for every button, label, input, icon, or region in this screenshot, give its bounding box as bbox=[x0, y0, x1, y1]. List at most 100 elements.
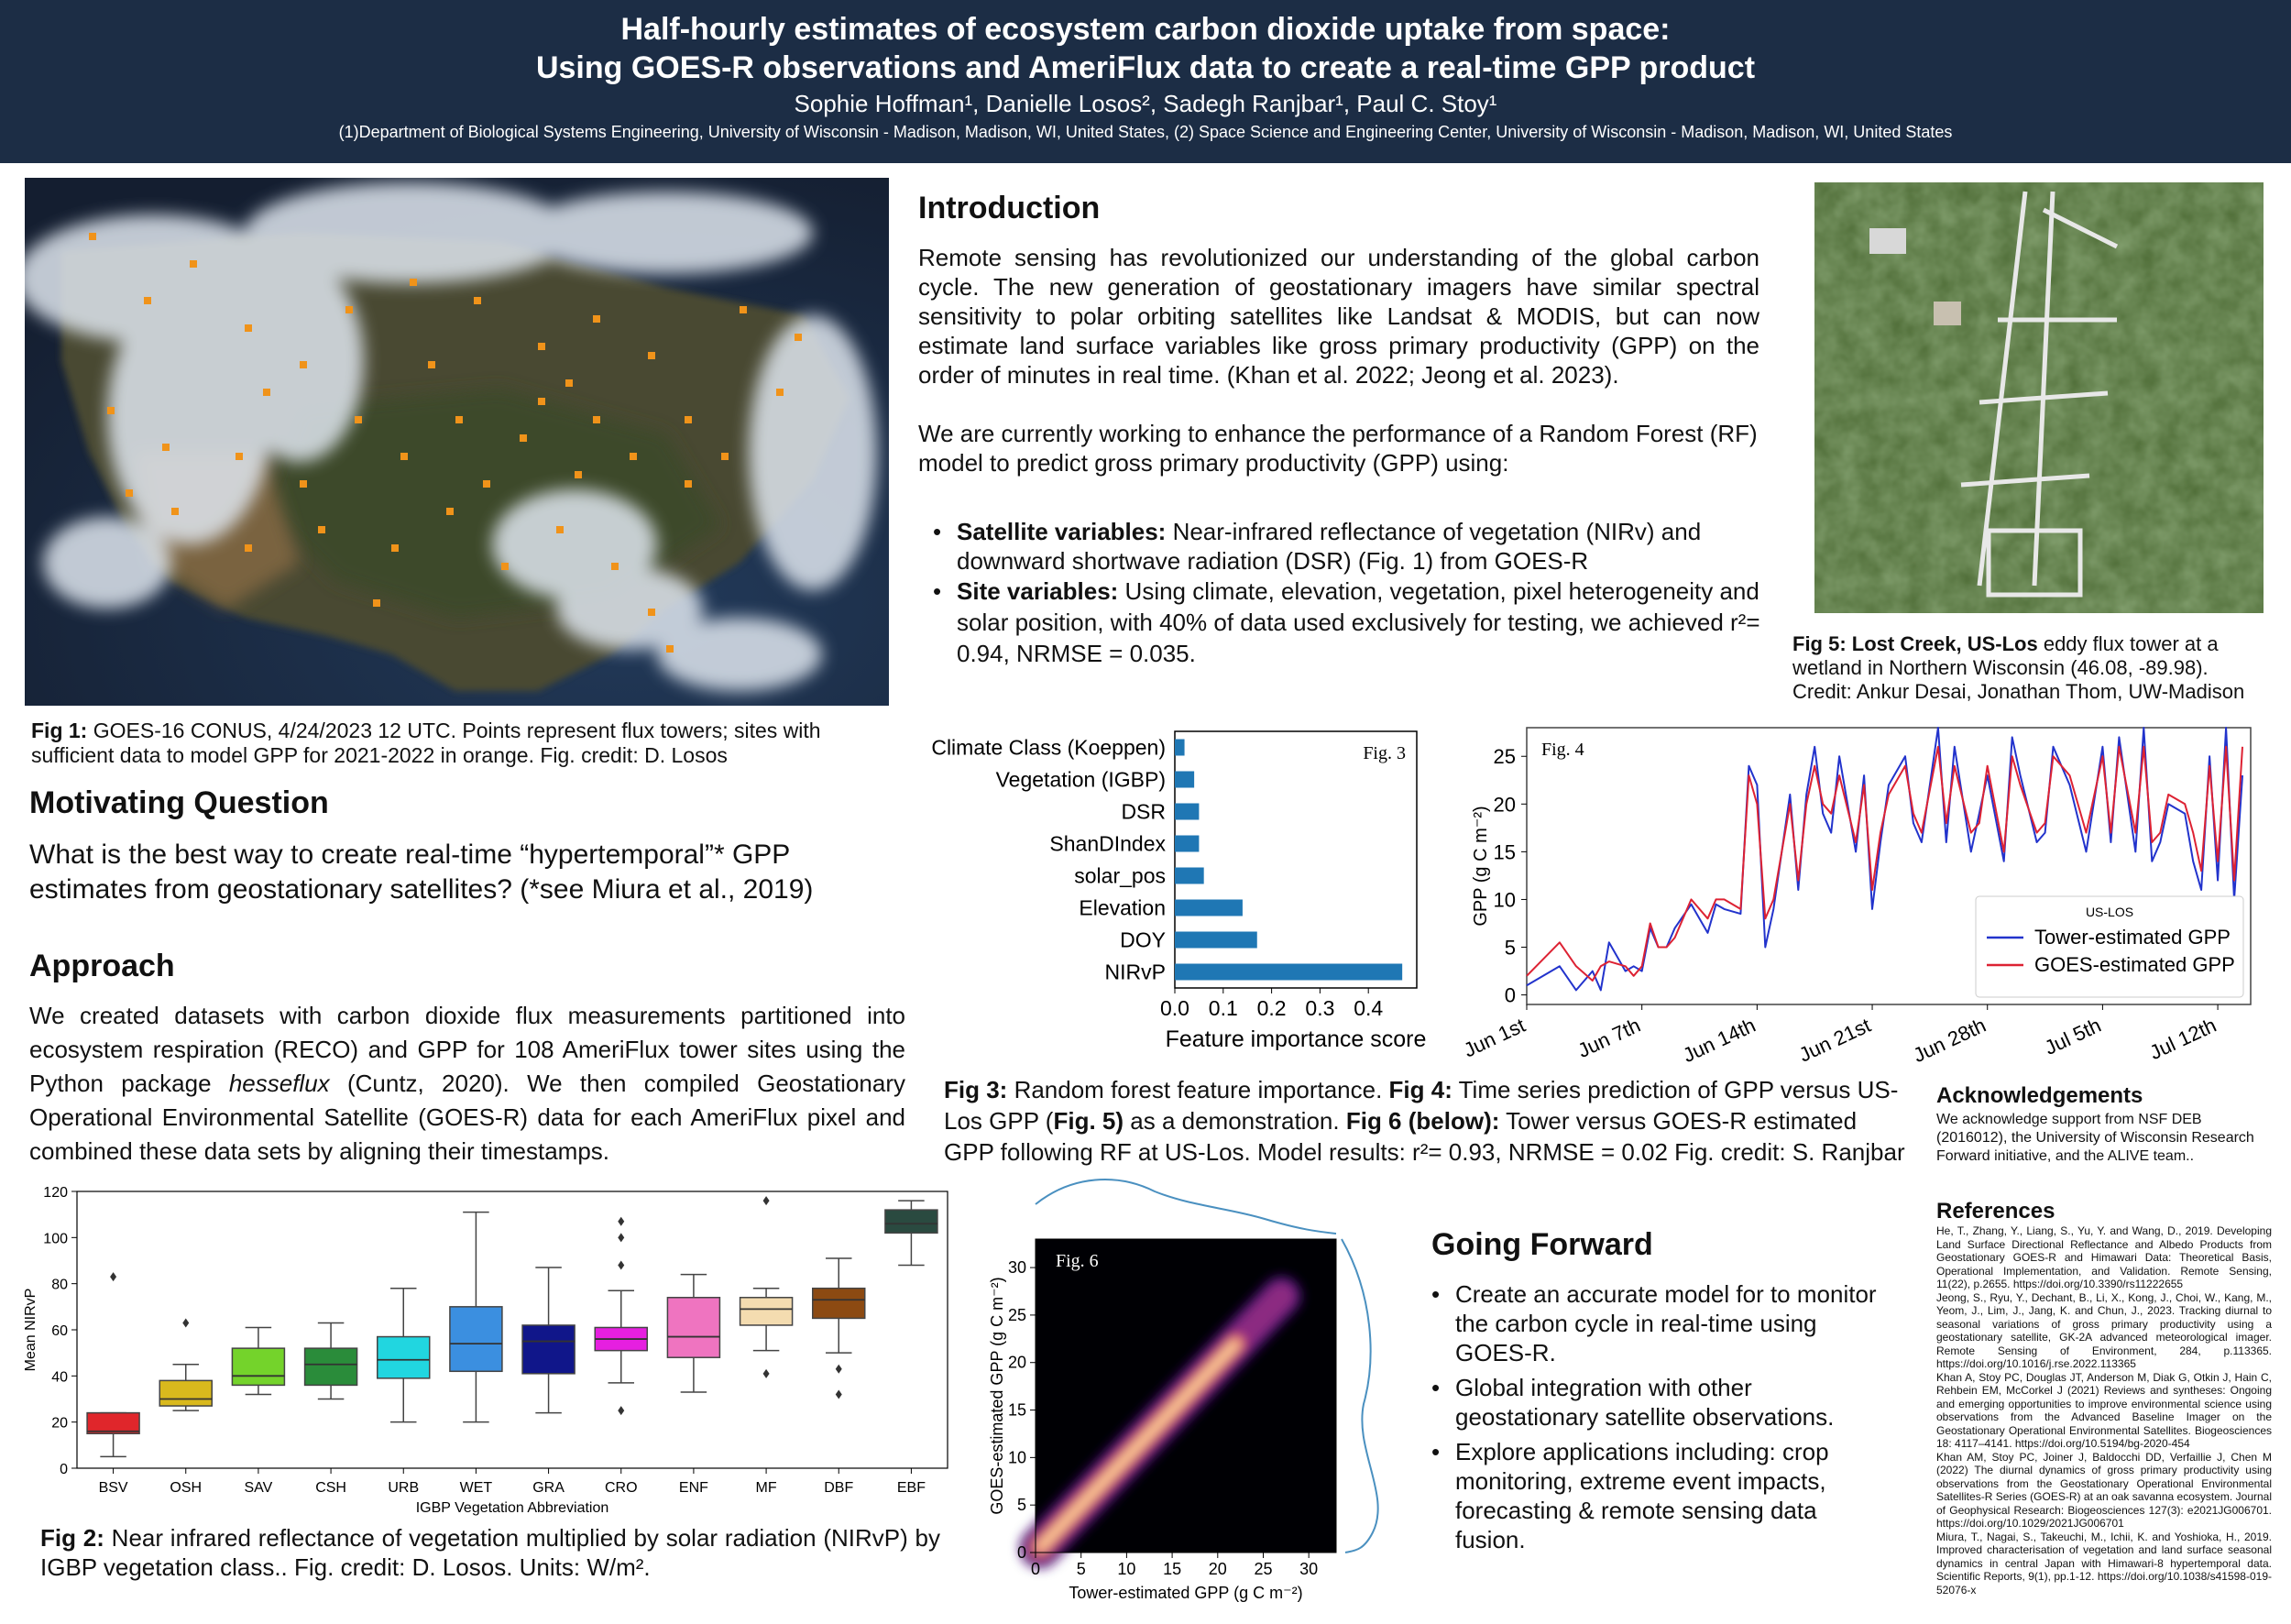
fig4-y-tick-label: 25 bbox=[1494, 745, 1516, 768]
fig2-y-tick-label: 80 bbox=[51, 1278, 68, 1293]
fig2-box bbox=[159, 1379, 213, 1407]
fig6-x-axis-label: Tower-estimated GPP (g C m⁻²) bbox=[1069, 1584, 1302, 1602]
fig4-legend-label: GOES-estimated GPP bbox=[2034, 953, 2235, 976]
bullet1-label: Satellite variables: bbox=[957, 518, 1167, 545]
affiliations: (1)Department of Biological Systems Engi… bbox=[338, 123, 1953, 141]
fig6-x-tick-label: 15 bbox=[1163, 1560, 1181, 1578]
fig3-caption-label: Fig 3: bbox=[944, 1076, 1008, 1103]
fig3-bar bbox=[1175, 867, 1204, 884]
references-heading: References bbox=[1936, 1199, 2055, 1223]
fig2-box bbox=[231, 1347, 286, 1387]
fig2-x-tick-label: DBF bbox=[824, 1480, 853, 1496]
fig3-panel-label: Fig. 3 bbox=[1363, 743, 1406, 763]
fig2-x-tick-label: BSV bbox=[99, 1480, 128, 1496]
fig4-y-tick-label: 10 bbox=[1494, 888, 1516, 911]
approach-heading: Approach bbox=[29, 949, 175, 983]
fig4-plot-frame bbox=[1526, 727, 2252, 1005]
fig3-feature-importance: Fig. 3 Climate Class (Koeppen) Vegetation … bbox=[931, 730, 1426, 1050]
fig6-density bbox=[1019, 1276, 1302, 1568]
fig4-x-tick-label: Jun 1st bbox=[1463, 1014, 1529, 1062]
fig3-x-tick-label: 0.2 bbox=[1257, 996, 1287, 1020]
going-forward-item: Create an accurate model for to monitor … bbox=[1431, 1279, 1890, 1367]
fig2-outlier bbox=[618, 1216, 625, 1226]
fig2-outlier bbox=[110, 1272, 117, 1282]
going-forward-list: Create an accurate model for to monitor … bbox=[1431, 1279, 1890, 1554]
fig3-caption-text: Random forest feature importance. bbox=[1007, 1076, 1389, 1103]
bullet2-label: Site variables: bbox=[957, 577, 1119, 605]
going-forward-item: Global integration with other geostation… bbox=[1431, 1373, 1890, 1432]
fig2-y-tick-label: 20 bbox=[51, 1416, 68, 1432]
fig4-x-tick-label: Jul 12th bbox=[2146, 1014, 2220, 1064]
fig3-bar bbox=[1175, 771, 1195, 788]
references-list: He, T., Zhang, Y., Liang, S., Yu, Y. and… bbox=[1936, 1224, 2272, 1597]
fig2-box bbox=[666, 1297, 721, 1358]
fig4-x-tick-label: Jun 14th bbox=[1679, 1014, 1759, 1067]
fig4-y-tick-label: 0 bbox=[1505, 984, 1516, 1007]
fig2-y-tick-label: 100 bbox=[43, 1231, 68, 1246]
fig1-satellite-image bbox=[25, 178, 889, 706]
fig2-box bbox=[739, 1297, 794, 1326]
fig4-x-tick-label: Jun 21st bbox=[1795, 1014, 1874, 1067]
fig2-box bbox=[884, 1209, 938, 1234]
reference-item: He, T., Zhang, Y., Liang, S., Yu, Y. and… bbox=[1936, 1224, 2272, 1290]
fig6-y-axis-label: GOES-estimated GPP (g C m⁻²) bbox=[990, 1277, 1006, 1514]
fig3-category-label: Vegetation (IGBP) bbox=[996, 768, 1166, 792]
fig5-ref: Fig. 5) bbox=[1053, 1107, 1124, 1135]
acknowledgements-text: We acknowledge support from NSF DEB (201… bbox=[1936, 1112, 2254, 1164]
fig3-x-tick-label: 0.4 bbox=[1354, 996, 1383, 1020]
fig2-outlier bbox=[618, 1233, 625, 1243]
fig3-bar bbox=[1175, 931, 1257, 949]
fig3-category-label: Climate Class (Koeppen) bbox=[931, 736, 1166, 760]
fig6-panel-label: Fig. 6 bbox=[1056, 1251, 1099, 1271]
fig2-x-tick-label: GRA bbox=[532, 1480, 565, 1496]
bullet-satellite-variables: Satellite variables: Near-infrared refle… bbox=[933, 517, 1761, 576]
introduction-heading: Introduction bbox=[918, 191, 1101, 225]
fig2-box bbox=[521, 1324, 575, 1375]
fig2-box bbox=[449, 1306, 503, 1373]
fig5-caption-text: eddy flux tower at a wetland in Northern… bbox=[1792, 632, 2245, 703]
fig6-caption-text: Tower versus GOES-R estimated GPP follow… bbox=[944, 1107, 1905, 1166]
fig2-boxplot: 0 20 40 60 80 100 120 Mean NIRvP BSV OSH SAV CSH URB… bbox=[23, 1185, 948, 1516]
fig6-caption-label: Fig 6 (below): bbox=[1345, 1107, 1500, 1135]
fig2-outlier bbox=[762, 1196, 770, 1206]
fig6-y-tick-label: 5 bbox=[1017, 1496, 1026, 1514]
poster-header: Half-hourly estimates of ecosystem carbo… bbox=[0, 0, 2291, 163]
fig6-y-tick-label: 15 bbox=[1008, 1401, 1026, 1420]
acknowledgements-heading: Acknowledgements bbox=[1936, 1083, 2143, 1108]
fig6-x-tick-label: 25 bbox=[1254, 1560, 1272, 1578]
introduction-para2: We are currently working to enhance the … bbox=[918, 420, 1758, 477]
fig3-bar bbox=[1175, 963, 1403, 981]
fig3-x-tick-label: 0.0 bbox=[1160, 996, 1189, 1020]
fig2-x-tick-label: URB bbox=[388, 1480, 419, 1496]
fig2-y-tick-label: 120 bbox=[43, 1185, 68, 1201]
fig6-y-tick-label: 20 bbox=[1008, 1354, 1026, 1372]
fig2-y-tick-label: 40 bbox=[51, 1369, 68, 1385]
fig5-caption: Fig 5: Lost Creek, US-Los eddy flux towe… bbox=[1792, 632, 2269, 704]
fig3-category-label: NIRvP bbox=[1105, 960, 1166, 984]
reference-item: Khan AM, Stoy PC, Joiner J, Baldocchi DD… bbox=[1936, 1450, 2272, 1531]
fig2-plot-frame bbox=[76, 1191, 948, 1469]
fig2-box bbox=[303, 1347, 358, 1387]
fig2-box bbox=[377, 1335, 431, 1379]
fig3-category-label: Elevation bbox=[1079, 896, 1166, 920]
fig3-plot-frame bbox=[1174, 730, 1418, 989]
approach-package: hesseflux bbox=[228, 1070, 330, 1097]
fig3-category-label: DOY bbox=[1120, 928, 1166, 952]
fig6-y-tick-label: 0 bbox=[1017, 1543, 1026, 1562]
bullet-site-variables: Site variables: Using climate, elevation… bbox=[933, 576, 1761, 669]
fig6-right-marginal bbox=[1341, 1238, 1379, 1553]
fig2-x-tick-label: EBF bbox=[897, 1480, 926, 1496]
fig2-box bbox=[86, 1411, 140, 1435]
poster-title-line2: Using GOES-R observations and AmeriFlux … bbox=[535, 50, 1756, 85]
going-forward-heading: Going Forward bbox=[1431, 1227, 1653, 1262]
fig6-y-tick-label: 10 bbox=[1008, 1448, 1026, 1466]
fig6-x-tick-label: 30 bbox=[1299, 1560, 1318, 1578]
fig4-y-axis-label: GPP (g C m⁻²) bbox=[1471, 806, 1491, 926]
fig1-caption: Fig 1: GOES-16 CONUS, 4/24/2023 12 UTC. … bbox=[31, 719, 883, 768]
fig3-category-label: DSR bbox=[1121, 800, 1166, 824]
fig2-box bbox=[812, 1287, 866, 1320]
fig2-x-tick-label: SAV bbox=[245, 1480, 273, 1496]
fig2-y-tick-label: 60 bbox=[51, 1323, 68, 1339]
fig1-caption-label: Fig 1: bbox=[31, 719, 88, 742]
fig2-outlier bbox=[762, 1368, 770, 1378]
